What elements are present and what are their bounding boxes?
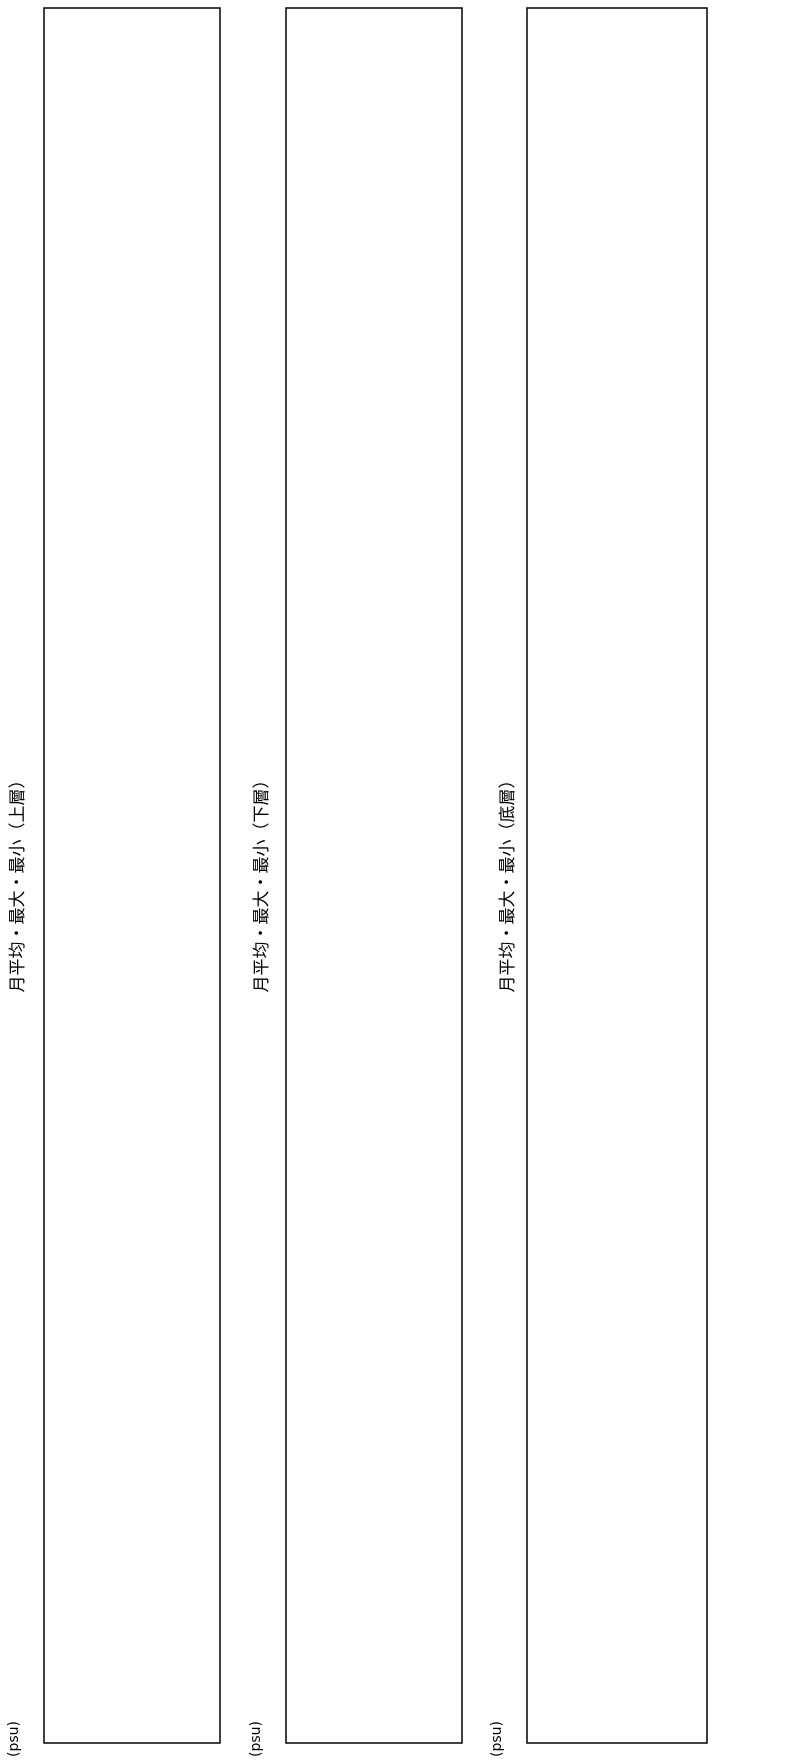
unit-label: (psu) <box>489 1721 505 1757</box>
chart-panel-2: 月平均・最大・最小（下層） (psu) <box>248 7 463 1757</box>
unit-label: (psu) <box>6 1721 22 1757</box>
plot-frame <box>285 7 463 1744</box>
chart-title: 月平均・最大・最小（下層） <box>252 772 272 993</box>
plot-frame <box>526 7 708 1744</box>
unit-label: (psu) <box>248 1721 264 1757</box>
chart-title: 月平均・最大・最小（上層） <box>8 772 28 993</box>
chart-title: 月平均・最大・最小（底層） <box>498 772 518 993</box>
chart-panel-3: 月平均・最大・最小（底層） (psu) <box>489 7 708 1757</box>
chart-panel-1: 月平均・最大・最小（上層） (psu) <box>6 7 221 1757</box>
plot-frame <box>43 7 221 1744</box>
